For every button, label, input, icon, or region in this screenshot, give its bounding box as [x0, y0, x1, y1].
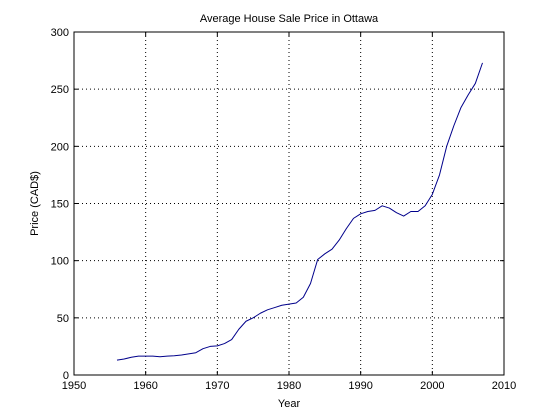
- y-tick-label: 100: [51, 256, 69, 268]
- x-tick-label: 1980: [277, 380, 301, 392]
- x-axis-label: Year: [278, 398, 301, 410]
- series-layer: [116, 62, 483, 361]
- y-tick-label: 200: [51, 141, 69, 153]
- x-tick-label: 1990: [348, 380, 372, 392]
- y-tick-label: 0: [63, 370, 69, 382]
- axis-ticks: [73, 31, 505, 376]
- x-tick-labels: 1950 1960 1970 1980 1990 2000 2010: [62, 380, 516, 392]
- series-line-0: [116, 62, 483, 361]
- x-tick-label: 2010: [492, 380, 516, 392]
- x-tick-label: 1960: [133, 380, 157, 392]
- y-tick-label: 150: [51, 199, 69, 211]
- chart-title: Average House Sale Price in Ottawa: [200, 13, 379, 25]
- x-tick-label: 1970: [205, 380, 229, 392]
- y-tick-label: 50: [57, 313, 69, 325]
- y-tick-label: 300: [51, 27, 69, 39]
- x-tick-label: 2000: [420, 380, 444, 392]
- y-tick-label: 250: [51, 84, 69, 96]
- y-axis-label: Price (CAD$): [29, 171, 41, 236]
- x-tick-label: 1950: [62, 380, 86, 392]
- y-tick-labels: 0 50 100 150 200 250 300: [51, 27, 69, 382]
